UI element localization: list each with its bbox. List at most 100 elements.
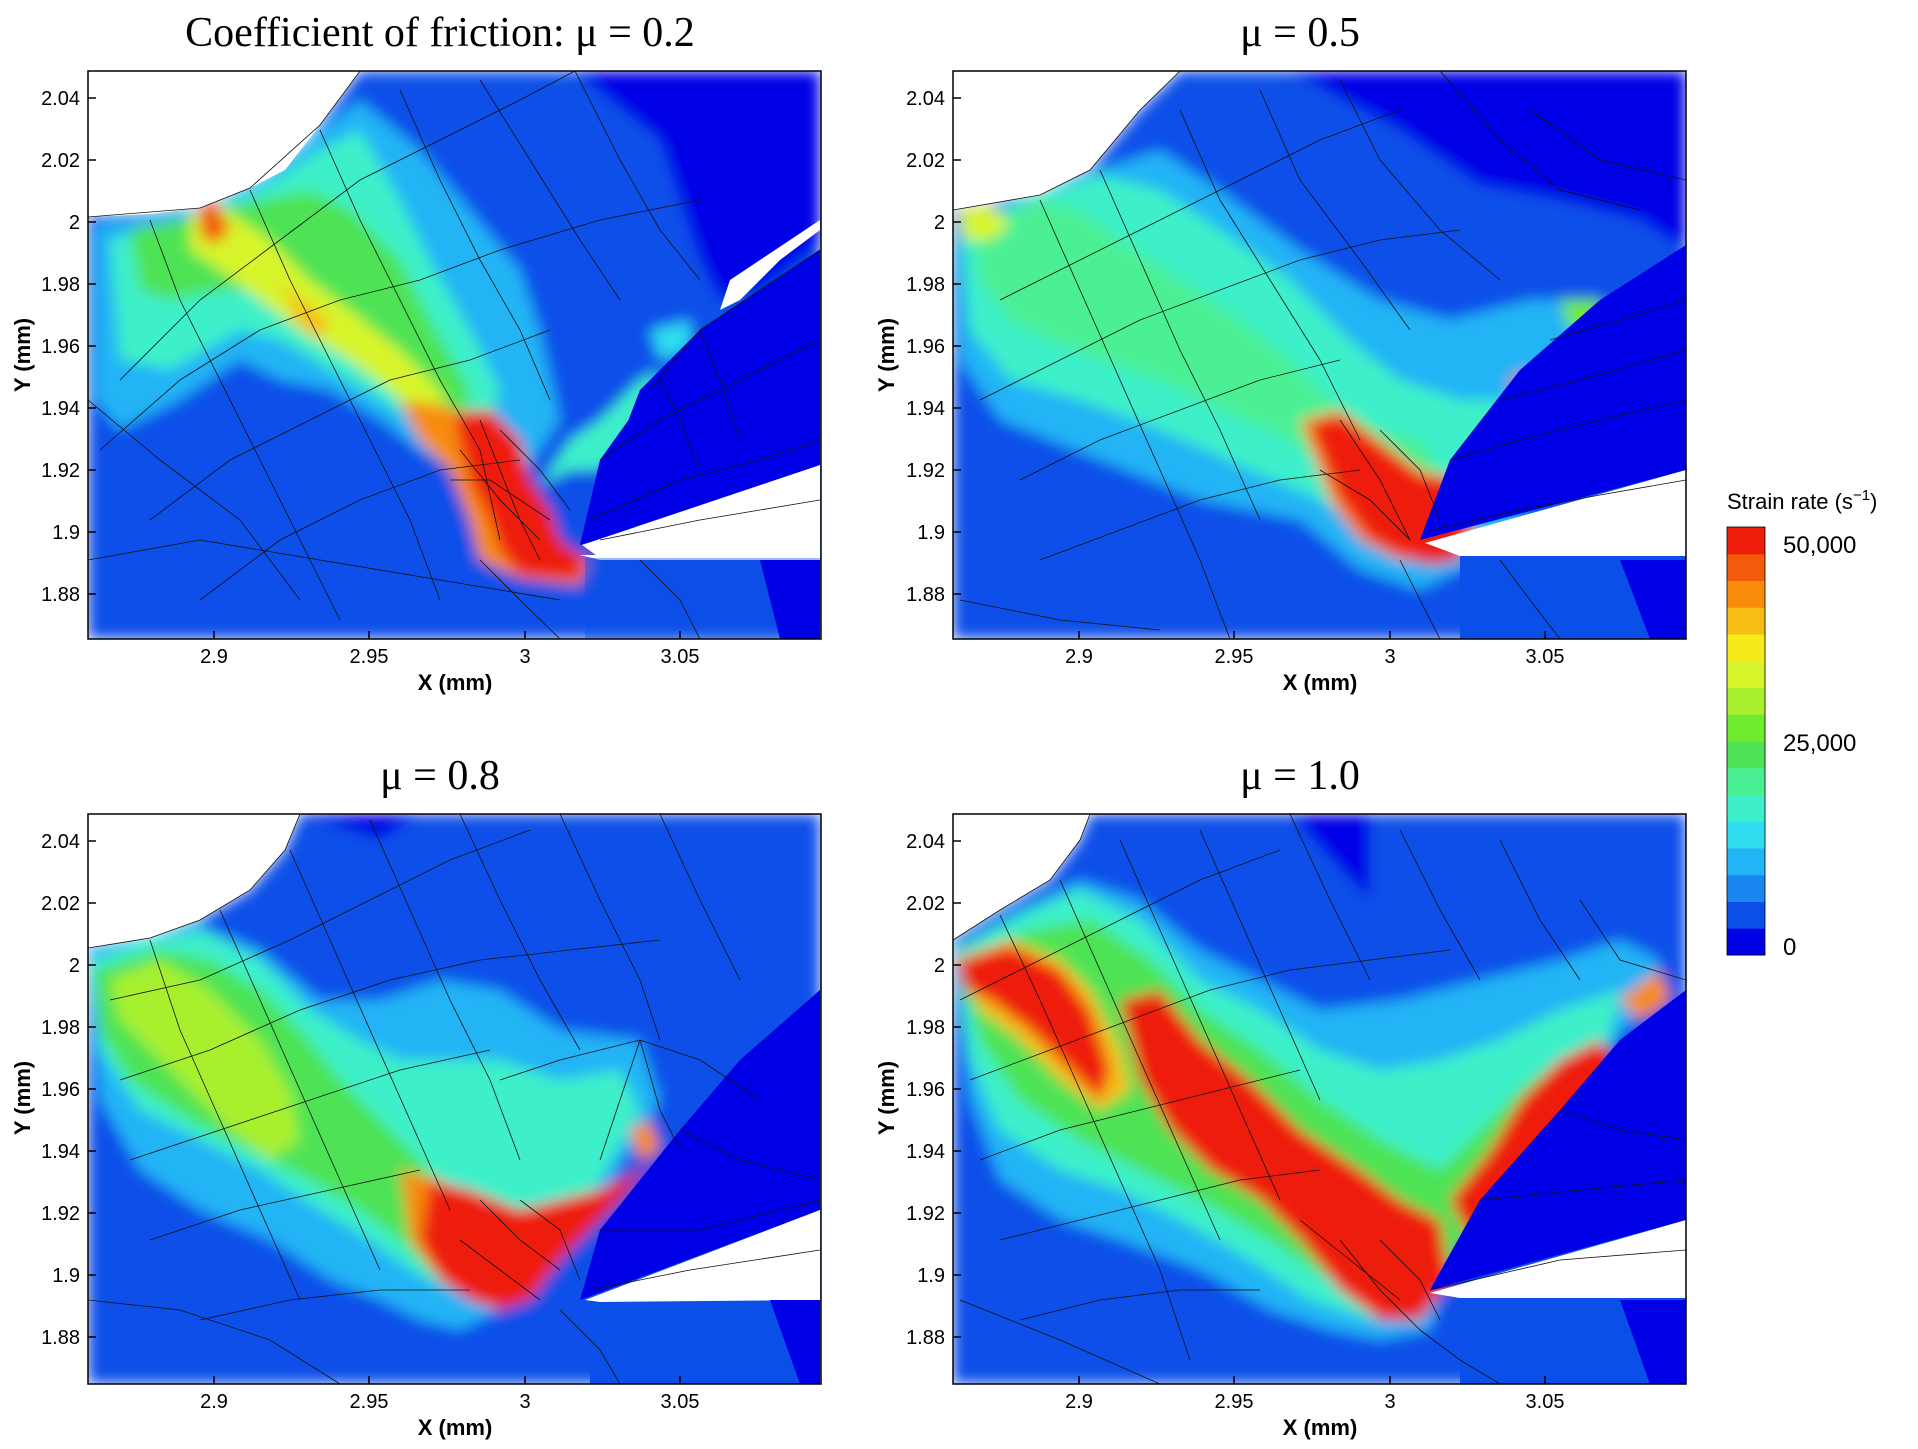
x-axis-label: X (mm) bbox=[1283, 1415, 1358, 1440]
y-tick-label: 2.04 bbox=[906, 831, 945, 853]
panel-title: μ = 1.0 bbox=[1240, 753, 1360, 799]
x-axis: 2.9 2.95 3 3.05 X (mm) bbox=[200, 631, 699, 695]
x-axis-label: X (mm) bbox=[418, 1415, 493, 1440]
x-tick-label: 2.95 bbox=[1215, 646, 1254, 668]
y-axis: 2.04 2.02 2 1.98 1.96 1.94 1.92 1.9 1.88… bbox=[874, 831, 961, 1349]
colorbar-title: Strain rate (s−1) bbox=[1727, 487, 1877, 514]
contour-field bbox=[953, 814, 1686, 1384]
y-tick-label: 1.96 bbox=[906, 1079, 945, 1101]
panel-title: Coefficient of friction: μ = 0.2 bbox=[185, 10, 695, 56]
y-tick-label: 1.9 bbox=[917, 522, 945, 544]
y-tick-label: 1.96 bbox=[906, 336, 945, 358]
x-tick-label: 3.05 bbox=[661, 1391, 700, 1413]
y-tick-label: 2.02 bbox=[906, 893, 945, 915]
mesh-lines bbox=[88, 71, 821, 639]
x-axis: 2.9 2.95 3 3.05 X (mm) bbox=[200, 1376, 699, 1440]
colorbar-swatch bbox=[1727, 821, 1765, 849]
x-tick-label: 2.9 bbox=[1065, 646, 1093, 668]
colorbar-swatch bbox=[1727, 741, 1765, 769]
y-tick-label: 1.96 bbox=[41, 336, 80, 358]
x-tick-label: 2.95 bbox=[350, 1391, 389, 1413]
y-tick-label: 2 bbox=[934, 955, 945, 977]
x-tick-label: 3 bbox=[519, 646, 530, 668]
y-tick-label: 1.88 bbox=[41, 1327, 80, 1349]
y-tick-label: 1.94 bbox=[906, 398, 945, 420]
y-axis: 2.04 2.02 2 1.98 1.96 1.94 1.92 1.9 1.88… bbox=[10, 831, 96, 1349]
colorbar: Strain rate (s−1) 50,000 25,000 0 bbox=[1726, 487, 1877, 961]
y-tick-label: 1.98 bbox=[41, 1017, 80, 1039]
colorbar-swatch bbox=[1727, 848, 1765, 876]
x-axis-label: X (mm) bbox=[1283, 670, 1358, 695]
colorbar-swatch bbox=[1727, 527, 1765, 555]
colorbar-swatches bbox=[1727, 527, 1765, 956]
y-axis-label: Y (mm) bbox=[874, 318, 899, 392]
x-axis: 2.9 2.95 3 3.05 X (mm) bbox=[1065, 1376, 1564, 1440]
panel-mu-0.2: Coefficient of friction: μ = 0.2 bbox=[10, 10, 822, 695]
y-tick-label: 1.9 bbox=[917, 1265, 945, 1287]
y-tick-label: 1.92 bbox=[906, 1203, 945, 1225]
y-tick-label: 1.98 bbox=[906, 1017, 945, 1039]
y-tick-label: 1.9 bbox=[52, 1265, 80, 1287]
y-tick-label: 1.94 bbox=[41, 1141, 80, 1163]
y-axis: 2.04 2.02 2 1.98 1.96 1.94 1.92 1.9 1.88… bbox=[10, 88, 96, 606]
y-tick-label: 2.04 bbox=[41, 831, 80, 853]
colorbar-swatch bbox=[1727, 580, 1765, 608]
y-tick-label: 1.92 bbox=[906, 460, 945, 482]
cutting-tool bbox=[580, 990, 820, 1300]
colorbar-swatch bbox=[1727, 767, 1765, 795]
panel-title: μ = 0.5 bbox=[1240, 10, 1360, 56]
x-tick-label: 3 bbox=[519, 1391, 530, 1413]
x-axis-label: X (mm) bbox=[418, 670, 493, 695]
y-tick-label: 2 bbox=[69, 955, 80, 977]
panel-mu-1.0: μ = 1.0 bbox=[874, 753, 1687, 1440]
colorbar-swatch bbox=[1727, 687, 1765, 715]
mesh-lines bbox=[953, 71, 1686, 639]
y-tick-label: 1.88 bbox=[906, 1327, 945, 1349]
colorbar-label-max: 50,000 bbox=[1783, 532, 1856, 559]
y-tick-label: 1.96 bbox=[41, 1079, 80, 1101]
cutting-tool bbox=[580, 250, 820, 545]
y-axis: 2.04 2.02 2 1.98 1.96 1.94 1.92 1.9 1.88… bbox=[874, 88, 961, 606]
y-tick-label: 2 bbox=[934, 212, 945, 234]
colorbar-swatch bbox=[1727, 714, 1765, 742]
cutting-tool bbox=[1420, 245, 1686, 540]
y-tick-label: 1.9 bbox=[52, 522, 80, 544]
cutting-tool bbox=[1430, 990, 1686, 1290]
x-tick-label: 2.9 bbox=[200, 646, 228, 668]
y-tick-label: 2.02 bbox=[906, 150, 945, 172]
mesh-lines bbox=[953, 814, 1686, 1384]
panel-title: μ = 0.8 bbox=[380, 753, 500, 799]
panel-mu-0.8: μ = 0.8 bbox=[10, 753, 822, 1440]
contour-field bbox=[953, 71, 1686, 639]
x-tick-label: 3.05 bbox=[1526, 646, 1565, 668]
colorbar-label-min: 0 bbox=[1783, 934, 1796, 961]
panel-mu-0.5: μ = 0.5 bbox=[874, 10, 1687, 695]
y-tick-label: 1.92 bbox=[41, 460, 80, 482]
y-tick-label: 2.04 bbox=[41, 88, 80, 110]
x-tick-label: 3.05 bbox=[661, 646, 700, 668]
y-tick-label: 1.94 bbox=[41, 398, 80, 420]
y-tick-label: 1.92 bbox=[41, 1203, 80, 1225]
x-tick-label: 3.05 bbox=[1526, 1391, 1565, 1413]
contour-field bbox=[88, 814, 821, 1384]
x-tick-label: 3 bbox=[1384, 646, 1395, 668]
x-tick-label: 2.9 bbox=[200, 1391, 228, 1413]
colorbar-swatch bbox=[1727, 794, 1765, 822]
colorbar-swatch bbox=[1727, 553, 1765, 581]
y-tick-label: 1.94 bbox=[906, 1141, 945, 1163]
y-tick-label: 2.02 bbox=[41, 893, 80, 915]
x-tick-label: 2.95 bbox=[350, 646, 389, 668]
mesh-lines bbox=[88, 814, 821, 1384]
y-tick-label: 2.04 bbox=[906, 88, 945, 110]
y-tick-label: 1.88 bbox=[906, 584, 945, 606]
y-axis-label: Y (mm) bbox=[874, 1061, 899, 1135]
y-tick-label: 1.98 bbox=[41, 274, 80, 296]
y-tick-label: 2.02 bbox=[41, 150, 80, 172]
colorbar-swatch bbox=[1727, 928, 1765, 956]
x-axis: 2.9 2.95 3 3.05 X (mm) bbox=[1065, 631, 1564, 695]
x-tick-label: 3 bbox=[1384, 1391, 1395, 1413]
x-tick-label: 2.9 bbox=[1065, 1391, 1093, 1413]
colorbar-swatch bbox=[1727, 634, 1765, 662]
y-tick-label: 1.98 bbox=[906, 274, 945, 296]
